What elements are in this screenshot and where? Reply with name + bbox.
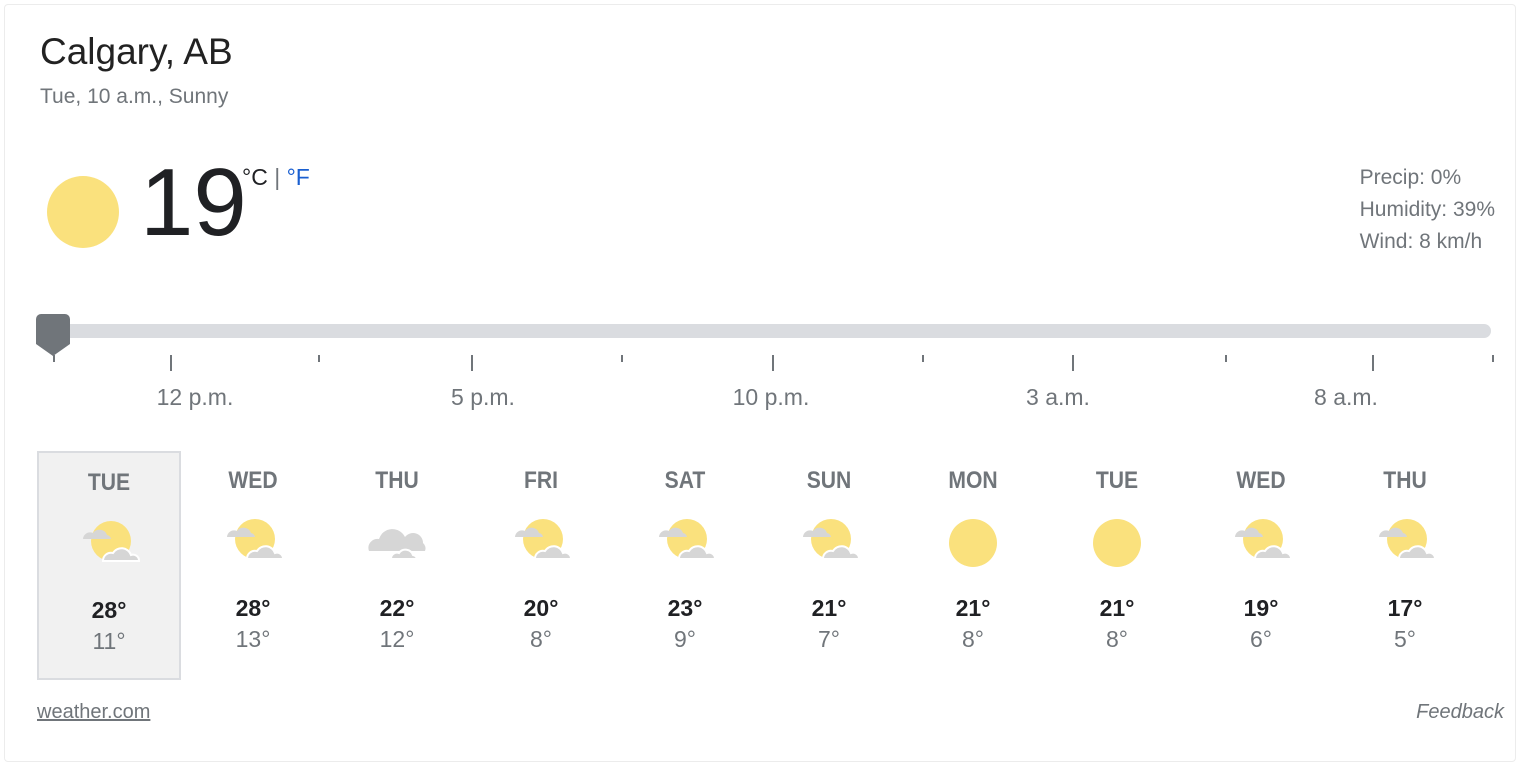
sunny-icon [941,515,1005,571]
low-temp: 12° [379,626,415,652]
timeline-tick [318,355,320,362]
high-temp: 22° [379,595,415,621]
partly-cloudy-icon [653,515,717,571]
low-temp: 8° [962,626,984,652]
timeline-tick [170,355,172,371]
day-forecast-tue[interactable]: TUE 28° 11° [37,451,181,680]
high-temp: 23° [667,595,703,621]
day-forecast-sun[interactable]: SUN 21° 7° [757,451,901,680]
day-forecast-sat[interactable]: SAT 23° 9° [613,451,757,680]
weather-card: Calgary, AB Tue, 10 a.m., Sunny [4,4,1516,762]
low-temp: 7° [818,626,840,652]
low-temp: 13° [235,626,271,652]
time-label: 3 a.m. [1026,384,1090,410]
partly-cloudy-icon [509,515,573,571]
high-temp: 28° [235,595,271,621]
partly-cloudy-icon [77,517,141,573]
day-name: FRI [523,467,559,494]
current-conditions: Tue, 10 a.m., Sunny [40,85,229,108]
low-temp: 5° [1394,626,1416,652]
humidity: Humidity: 39% [1359,198,1495,221]
cloudy-icon [365,515,429,571]
timeline-tick [621,355,623,362]
low-temp: 9° [674,626,696,652]
sunny-icon [47,176,119,248]
current-temperature: 19 [140,149,247,256]
low-temp: 6° [1250,626,1272,652]
day-name: TUE [87,469,131,496]
timeline-tick [471,355,473,371]
timeline-tick [922,355,924,362]
day-forecast-thu[interactable]: THU 17° 5° [1333,451,1477,680]
day-name: MON [948,467,998,494]
timeline-tick [1072,355,1074,371]
partly-cloudy-icon [221,515,285,571]
partly-cloudy-icon [1373,515,1437,571]
high-temp: 20° [523,595,559,621]
high-temp: 21° [955,595,991,621]
hour-slider-thumb[interactable] [36,314,70,344]
day-name: WED [1236,467,1286,494]
timeline-tick [772,355,774,371]
day-name: TUE [1095,467,1139,494]
time-label: 8 a.m. [1314,384,1378,410]
fahrenheit-unit[interactable]: °F [286,164,310,190]
day-forecast-wed[interactable]: WED 19° 6° [1189,451,1333,680]
day-name: THU [1383,467,1427,494]
timeline-tick [1225,355,1227,362]
day-name: WED [228,467,278,494]
location-title: Calgary, AB [40,31,233,72]
high-temp: 17° [1387,595,1423,621]
timeline-tick [53,355,55,362]
high-temp: 21° [1099,595,1135,621]
hour-slider-track[interactable] [40,324,1491,338]
precip: Precip: 0% [1359,166,1462,189]
time-label: 5 p.m. [451,384,515,410]
time-label: 12 p.m. [156,384,234,410]
low-temp: 8° [530,626,552,652]
partly-cloudy-icon [797,515,861,571]
low-temp: 8° [1106,626,1128,652]
day-forecast-thu[interactable]: THU 22° 12° [325,451,469,680]
high-temp: 19° [1243,595,1279,621]
wind: Wind: 8 km/h [1359,230,1483,253]
high-temp: 28° [91,597,127,623]
day-forecast-fri[interactable]: FRI 20° 8° [469,451,613,680]
low-temp: 11° [92,628,126,654]
unit-toggle: °C | °F [242,164,310,191]
source-link[interactable]: weather.com [37,701,151,723]
time-label: 10 p.m. [732,384,810,410]
timeline-tick [1372,355,1374,371]
sunny-icon [1085,515,1149,571]
timeline-tick [1492,355,1494,362]
day-name: THU [375,467,419,494]
day-forecast-mon[interactable]: MON 21° 8° [901,451,1045,680]
feedback-link[interactable]: Feedback [1416,701,1504,723]
day-forecast-tue[interactable]: TUE 21° 8° [1045,451,1189,680]
partly-cloudy-icon [1229,515,1293,571]
weather-details: Precip: 0% Humidity: 39% Wind: 8 km/h [1360,162,1495,258]
slider-thumb-pointer [36,344,70,356]
day-name: SUN [806,467,852,494]
high-temp: 21° [811,595,847,621]
day-name: SAT [664,467,706,494]
celsius-unit[interactable]: °C [242,164,268,190]
unit-separator: | [274,164,281,190]
day-forecast-wed[interactable]: WED 28° 13° [181,451,325,680]
